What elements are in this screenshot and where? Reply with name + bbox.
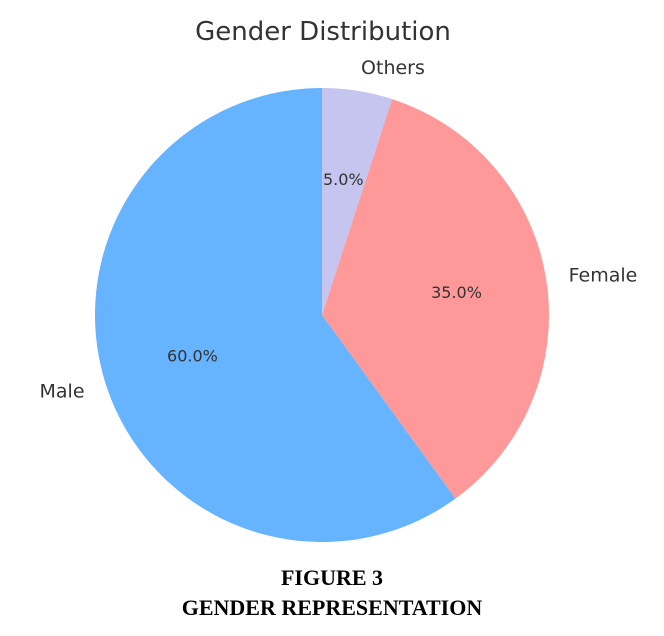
- slice-percent-male: 60.0%: [167, 347, 218, 366]
- figure-title: GENDER REPRESENTATION: [181, 595, 483, 620]
- figure-number: FIGURE 3: [280, 565, 384, 590]
- slice-percent-others: 5.0%: [323, 170, 364, 189]
- chart-title: Gender Distribution: [195, 17, 451, 47]
- slice-label-others: Others: [361, 57, 425, 79]
- slice-label-male: Male: [40, 381, 85, 403]
- pie-slices: [94, 88, 549, 543]
- pie-slice-others: [322, 88, 393, 315]
- pie-labels: Others 5.0% Female 35.0% Male 60.0%: [40, 57, 638, 403]
- pie-slice-male: [94, 88, 456, 543]
- slice-percent-female: 35.0%: [431, 283, 482, 302]
- slice-label-female: Female: [569, 264, 638, 286]
- pie-slice-female: [322, 99, 549, 499]
